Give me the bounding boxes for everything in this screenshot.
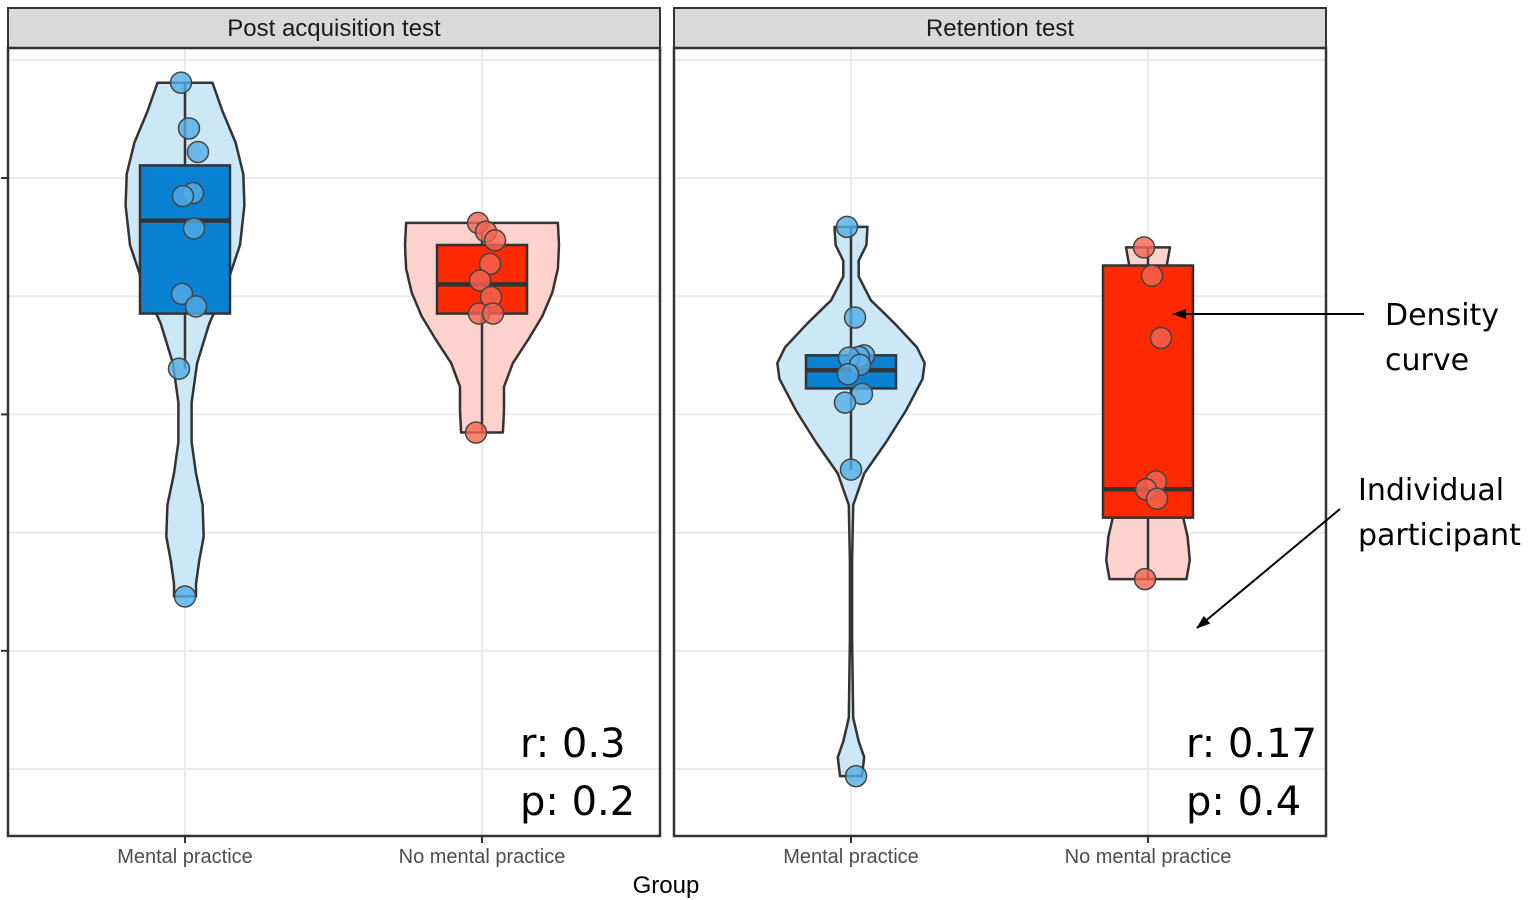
x-tick-label: Mental practice: [117, 846, 253, 868]
data-point: [835, 215, 859, 239]
stat-p: p: 0.2: [520, 779, 635, 825]
data-point: [844, 764, 868, 788]
data-point: [1132, 236, 1156, 259]
data-point: [1145, 487, 1169, 510]
data-point: [833, 391, 857, 414]
data-point: [843, 306, 867, 329]
x-tick-label: No mental practice: [399, 846, 566, 868]
data-point: [171, 184, 195, 208]
data-point: [167, 357, 191, 380]
data-point: [173, 585, 197, 608]
individual-label-line2: participant: [1358, 518, 1521, 553]
panel-border: [6, 46, 662, 838]
density-label-line1: Density: [1385, 298, 1499, 333]
data-point: [182, 217, 206, 240]
x-tick-label: No mental practice: [1065, 846, 1232, 868]
plot-area: [8, 48, 660, 836]
x-axis-title: Group: [633, 872, 700, 899]
data-point: [169, 71, 193, 94]
data-point: [170, 282, 194, 306]
group-mental-practice: [776, 215, 926, 788]
data-point: [478, 252, 502, 276]
annotation-individual: Individual participant: [1196, 473, 1521, 629]
group-mental-practice: [124, 71, 246, 608]
individual-label-line1: Individual: [1358, 473, 1504, 508]
data-point: [186, 140, 210, 164]
annotation-density: Density curve: [1172, 298, 1499, 378]
data-point: [1140, 264, 1164, 287]
data-point: [184, 295, 208, 318]
panel-strip: [7, 7, 661, 49]
data-point: [1149, 326, 1173, 350]
stat-p: p: 0.4: [1186, 779, 1301, 825]
panels: Post acquisition test Mental practice No m…: [1, 7, 1328, 868]
panel-title: Post acquisition test: [227, 15, 441, 42]
data-point: [177, 117, 201, 140]
panel-1: Post acquisition test Mental practice No m…: [1, 7, 662, 868]
data-point: [468, 269, 492, 292]
panel-border: [672, 46, 1328, 838]
panel-strip: [673, 7, 1327, 49]
data-point: [836, 362, 860, 386]
stat-r: r: 0.3: [520, 721, 626, 767]
data-point: [483, 229, 507, 252]
data-point: [481, 302, 505, 325]
stat-r: r: 0.17: [1186, 721, 1317, 767]
panel-2: Retention test Mental practice No mental p…: [672, 7, 1328, 868]
group-no-mental-practice: [403, 211, 561, 444]
data-point: [464, 421, 488, 444]
panel-title: Retention test: [926, 15, 1074, 42]
x-tick-label: Mental practice: [783, 846, 919, 868]
data-point: [1133, 567, 1157, 591]
data-point: [839, 458, 863, 481]
plot-area: [674, 48, 1326, 836]
individual-arrow: [1196, 508, 1341, 629]
density-label-line2: curve: [1385, 343, 1469, 378]
group-no-mental-practice: [1101, 236, 1195, 591]
